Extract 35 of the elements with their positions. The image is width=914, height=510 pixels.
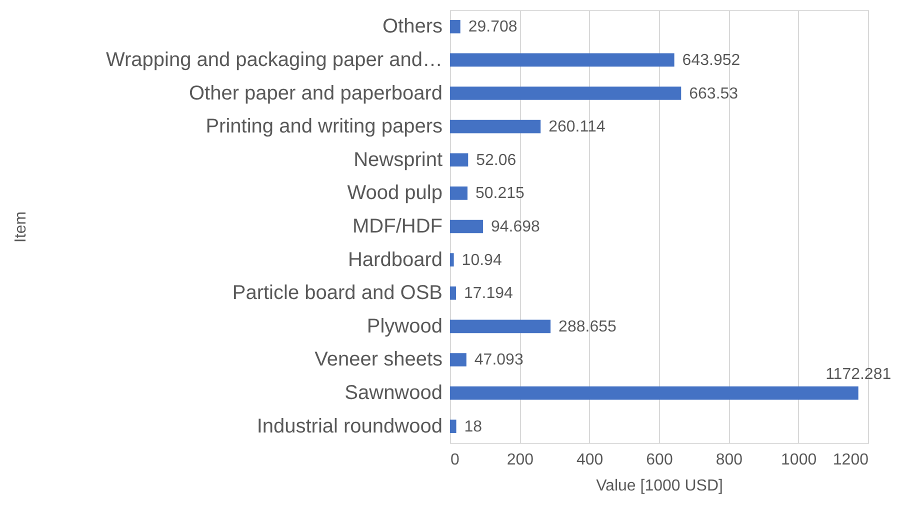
x-tick-label: 1000 bbox=[781, 452, 817, 468]
data-label: 52.06 bbox=[476, 152, 516, 169]
y-tick-label: Newsprint bbox=[354, 148, 443, 171]
y-tick-label: Others bbox=[382, 16, 442, 38]
data-label: 643.952 bbox=[682, 52, 740, 69]
y-tick-label: Plywood bbox=[366, 315, 442, 338]
y-tick-label: Printing and writing papers bbox=[206, 116, 442, 138]
y-tick-label: Wood pulp bbox=[347, 182, 442, 204]
data-label: 288.655 bbox=[558, 318, 616, 336]
data-label: 260.114 bbox=[548, 118, 606, 136]
data-label: 17.194 bbox=[464, 285, 514, 302]
y-axis-title: Item bbox=[12, 211, 30, 243]
data-label: 29.708 bbox=[468, 18, 518, 36]
y-tick-label: Wrapping and packaging paper and… bbox=[106, 48, 442, 71]
y-tick-label: MDF/HDF bbox=[352, 216, 442, 238]
y-tick-label: Veneer sheets bbox=[314, 348, 442, 371]
x-tick-label: 1200 bbox=[832, 452, 869, 468]
x-axis-title: Value [1000 USD] bbox=[596, 478, 723, 494]
data-label: 94.698 bbox=[490, 218, 540, 236]
data-label: 18 bbox=[464, 418, 482, 436]
data-label: 1172.281 bbox=[826, 366, 892, 384]
y-tick-label: Particle board and OSB bbox=[232, 282, 442, 304]
data-label: 47.093 bbox=[474, 352, 524, 369]
x-tick-label: 800 bbox=[716, 452, 743, 468]
data-label: 50.215 bbox=[475, 185, 525, 202]
y-tick-label: Other paper and paperboard bbox=[188, 82, 442, 104]
x-tick-label: 400 bbox=[576, 452, 604, 468]
y-tick-label: Industrial roundwood bbox=[256, 415, 442, 438]
data-label: 663.53 bbox=[689, 85, 738, 102]
y-tick-label: Hardboard bbox=[348, 248, 442, 271]
x-tick-label: 0 bbox=[450, 452, 460, 468]
x-tick-label: 200 bbox=[506, 452, 534, 468]
y-tick-label: Sawnwood bbox=[344, 382, 442, 404]
x-tick-label: 600 bbox=[646, 452, 673, 468]
data-label: 10.94 bbox=[462, 252, 502, 269]
